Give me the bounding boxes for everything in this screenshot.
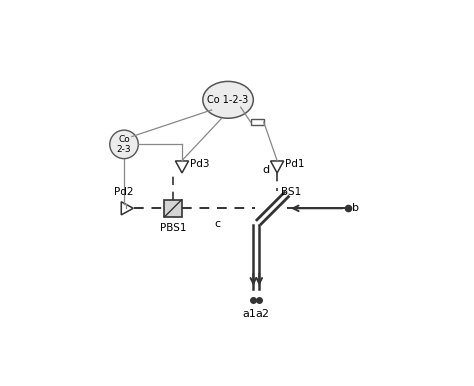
Text: Pd3: Pd3 [191, 159, 210, 169]
Text: c: c [214, 219, 220, 229]
Ellipse shape [203, 81, 253, 118]
Polygon shape [175, 161, 189, 173]
Text: Pd1: Pd1 [285, 159, 305, 169]
Bar [251, 119, 264, 125]
Text: Co 1-2-3: Co 1-2-3 [208, 95, 249, 105]
Text: Pd2: Pd2 [114, 187, 134, 197]
Polygon shape [121, 202, 133, 215]
Bar [164, 200, 182, 217]
Text: a2: a2 [256, 309, 270, 319]
Text: b: b [352, 203, 359, 213]
Text: BS1: BS1 [281, 187, 301, 197]
Polygon shape [271, 161, 283, 173]
Text: d: d [263, 165, 270, 175]
Text: Co
2-3: Co 2-3 [117, 135, 131, 154]
Circle shape [110, 130, 138, 159]
Text: PBS1: PBS1 [160, 223, 186, 234]
Text: a1: a1 [243, 309, 257, 319]
